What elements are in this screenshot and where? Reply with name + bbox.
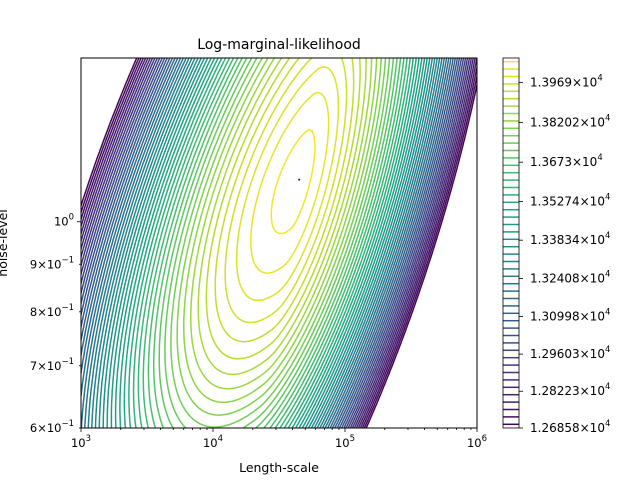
contour-line [235,66,340,302]
contour-line [81,58,465,428]
contour-line [270,128,316,235]
tick-label: 8×10−1 [30,303,74,319]
tick-label: 104 [203,434,223,450]
contour-line [91,58,439,428]
contour-line [214,58,355,343]
contour-line [190,58,373,390]
contour-line [164,58,391,428]
plot-frame [80,57,478,429]
y-axis-label: noise-level [0,209,10,276]
contour-line [81,58,477,428]
tick-label: 103 [71,434,91,450]
contour-line [81,58,457,428]
x-axis: 103 104 105 106 [71,428,487,450]
contour-line [128,58,415,428]
contour-line [81,58,471,428]
contour-line [106,58,428,428]
tick-label: 100 [54,213,74,229]
contour-line [84,58,443,428]
tick-label: 1.28223×104 [530,382,610,398]
contour-line [81,58,461,428]
contour-line [197,58,367,376]
contour-line [110,58,426,428]
contour-line [81,58,463,428]
contour-line [81,58,469,428]
tick-label: 1.32408×104 [530,270,610,286]
contour-line [81,58,477,428]
tick-label: 105 [335,434,355,450]
contour-line [81,58,477,428]
contour-line [81,58,477,428]
contour-line [81,58,476,428]
tick-label: 1.30998×104 [530,308,610,324]
optimum-marker [298,178,301,181]
contour-line [205,58,361,360]
tick-label: 1.35274×104 [530,192,610,208]
x-axis-label: Length-scale [239,460,319,475]
contour-line [152,58,398,428]
colorbar-axis: 1.26858×104 1.28223×104 1.29603×104 1.30998… [519,74,610,435]
contour-line [224,58,348,324]
tick-label: 6×10−1 [30,419,74,435]
optimum-layer [298,178,301,181]
contour-line [137,58,408,428]
contour-line [98,58,434,428]
y-axis: 6×10−1 7×10−1 8×10−1 9×10−1 100 [30,213,81,435]
tick-label: 9×10−1 [30,255,74,271]
contour-line [102,58,431,428]
tick-label: 106 [467,434,487,450]
chart-title: Log-marginal-likelihood [197,37,361,53]
contour-line [87,58,441,428]
contour-line [119,58,420,428]
contour-line [123,58,417,428]
contour-line [158,58,395,428]
contour-line [132,58,412,428]
contour-line [170,58,387,428]
contour-line [81,58,450,428]
contour-line [81,58,474,428]
colorbar [502,57,520,429]
contour-line [114,58,423,428]
contour-line [250,91,330,274]
tick-label: 1.33834×104 [530,231,610,247]
contour-line [94,58,436,428]
contour-line [81,58,448,428]
tick-label: 1.3969×104 [530,74,603,90]
tick-label: 1.26858×104 [530,419,610,435]
contour-lines [81,58,477,428]
tick-label: 7×10−1 [30,357,74,373]
tick-label: 1.38202×104 [530,114,610,130]
tick-label: 1.29603×104 [530,345,610,361]
contour-line [147,58,402,428]
contour-line [81,58,452,428]
tick-label: 1.3673×104 [530,153,603,169]
contour-line [81,58,459,428]
colorbar-frame [502,57,520,429]
contour-line [183,58,378,404]
contour-line [142,58,405,428]
contour-line [176,58,382,416]
